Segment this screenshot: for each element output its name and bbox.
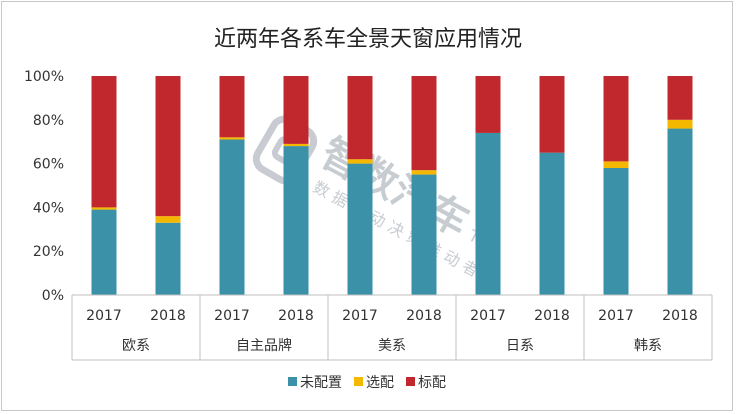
x-tick-label: 2017	[214, 308, 250, 324]
y-tick-label: 20%	[33, 244, 64, 260]
bar-segment-optional	[91, 207, 117, 210]
bar-segment-standard	[219, 76, 245, 138]
x-tick-label: 2018	[662, 308, 698, 324]
y-tick-label: 100%	[24, 69, 64, 85]
x-tick-label: 2017	[342, 308, 378, 324]
bar-segment-standard	[475, 76, 501, 133]
bar-segment-unconfigured	[667, 128, 693, 295]
bar-segment-standard	[347, 76, 373, 160]
y-tick-label: 0%	[42, 288, 64, 304]
legend-swatch	[406, 377, 415, 386]
x-tick-label: 2018	[406, 308, 442, 324]
x-tick-label: 2018	[534, 308, 570, 324]
bar-segment-unconfigured	[411, 174, 437, 295]
group-label: 美系	[378, 338, 406, 354]
chart-title: 近两年各系车全景天窗应用情况	[214, 27, 522, 52]
bar-segment-standard	[603, 76, 629, 162]
y-tick-label: 60%	[33, 157, 64, 173]
bar-segment-optional	[667, 119, 693, 129]
y-tick-label: 80%	[33, 113, 64, 129]
bar-segment-standard	[91, 76, 117, 208]
bar-segment-unconfigured	[219, 139, 245, 295]
bar-segment-standard	[411, 76, 437, 171]
group-label: 欧系	[122, 338, 150, 354]
legend-label: 标配	[418, 375, 446, 391]
bar-segment-unconfigured	[283, 146, 309, 295]
bar-segment-unconfigured	[475, 132, 501, 295]
legend-swatch	[288, 377, 297, 386]
x-tick-label: 2018	[150, 308, 186, 324]
bar-segment-optional	[603, 161, 629, 168]
bar-segment-optional	[219, 137, 245, 140]
bar-segment-standard	[283, 76, 309, 144]
bar-segment-standard	[155, 76, 181, 217]
x-tick-label: 2017	[598, 308, 634, 324]
bar-segment-standard	[539, 76, 565, 153]
bar-segment-unconfigured	[347, 163, 373, 295]
bar-segment-unconfigured	[603, 167, 629, 295]
x-tick-label: 2017	[470, 308, 506, 324]
x-tick-label: 2017	[86, 308, 122, 324]
group-label: 韩系	[634, 338, 662, 354]
bar-segment-optional	[347, 159, 373, 164]
bar-segment-optional	[411, 170, 437, 175]
group-label: 自主品牌	[236, 337, 292, 354]
bar-segment-unconfigured	[539, 152, 565, 295]
bar-segment-unconfigured	[91, 209, 117, 295]
x-tick-label: 2018	[278, 308, 314, 324]
bar-segment-unconfigured	[155, 222, 181, 295]
y-tick-label: 40%	[33, 200, 64, 216]
legend-label: 未配置	[300, 375, 342, 391]
legend-label: 选配	[366, 375, 394, 391]
bar-segment-standard	[667, 76, 693, 120]
bar-segment-optional	[155, 216, 181, 223]
group-label: 日系	[506, 338, 534, 354]
bar-segment-optional	[283, 143, 309, 147]
legend-swatch	[354, 377, 363, 386]
